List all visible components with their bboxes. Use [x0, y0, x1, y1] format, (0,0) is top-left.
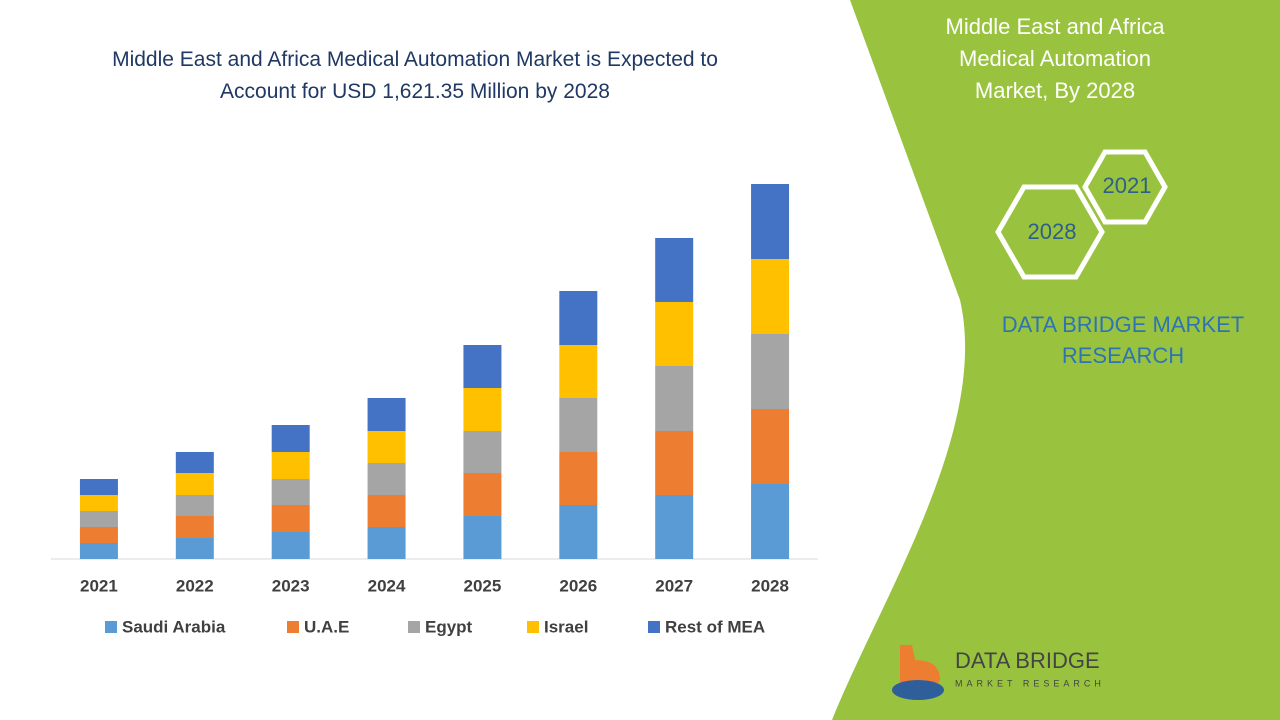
bar-segment — [463, 473, 502, 516]
legend-swatch — [408, 621, 420, 633]
legend-label: U.A.E — [304, 617, 349, 636]
bar-segment — [751, 484, 790, 559]
bar-segment — [367, 431, 406, 463]
legend-label: Egypt — [425, 617, 473, 636]
hexagon — [1082, 149, 1168, 225]
legend-swatch — [527, 621, 539, 633]
x-tick-label: 2028 — [751, 576, 789, 595]
legend-swatch — [287, 621, 299, 633]
x-tick-label: 2024 — [368, 576, 406, 595]
green-panel — [832, 0, 1280, 720]
bar-segment — [79, 479, 118, 495]
bar-segment — [175, 452, 214, 473]
bar-segment — [559, 398, 598, 452]
x-tick-label: 2026 — [559, 576, 597, 595]
bar-segment — [463, 431, 502, 473]
legend-swatch — [105, 621, 117, 633]
bar-segment — [751, 184, 790, 259]
plot: 2021 2022 2023 2024 2025 2026 2027 2028 Saudi Ar… — [51, 184, 818, 636]
x-tick-label: 2023 — [272, 576, 310, 595]
x-tick-label: 2021 — [80, 576, 118, 595]
bar-segment — [79, 527, 118, 543]
hex-year: 2028 — [1028, 219, 1077, 244]
x-tick-label: 2025 — [464, 576, 502, 595]
logo-icon — [892, 680, 944, 700]
x-tick-label: 2027 — [655, 576, 693, 595]
bar-segment — [175, 538, 214, 559]
bar-segment — [463, 388, 502, 431]
bar-segment — [655, 238, 694, 302]
legend-label: Saudi Arabia — [122, 617, 226, 636]
brand: DATA BRIDGE MARKET RESEARCH — [1002, 312, 1244, 368]
bar-segment — [271, 505, 310, 532]
bar-segment — [175, 473, 214, 495]
x-tick-label: 2022 — [176, 576, 214, 595]
logo-sub: MARKET RESEARCH — [955, 678, 1105, 688]
bar-segment — [463, 345, 502, 388]
chart-title: Middle East and Africa Medical Automatio… — [112, 48, 718, 103]
bar-segment — [559, 291, 598, 345]
bar-segment — [559, 345, 598, 398]
bar-segment — [655, 431, 694, 495]
bar-segment — [751, 409, 790, 484]
hexagon — [995, 184, 1105, 280]
panel-heading: Middle East and Africa Medical Automation… — [946, 14, 1166, 103]
bar-segment — [271, 479, 310, 505]
bar-segment — [367, 495, 406, 527]
bar-segment — [79, 495, 118, 511]
bar-segment — [271, 425, 310, 452]
bar-segment — [655, 366, 694, 431]
bar-segment — [559, 505, 598, 559]
bar-segment — [367, 527, 406, 559]
legend-swatch — [648, 621, 660, 633]
bar-segment — [271, 532, 310, 559]
bar-segment — [751, 334, 790, 409]
bar-segment — [79, 511, 118, 527]
bar-segment — [175, 495, 214, 516]
logo-name: DATA BRIDGE — [955, 648, 1100, 673]
bar-segment — [367, 463, 406, 495]
legend-label: Rest of MEA — [665, 617, 765, 636]
bar-segment — [271, 452, 310, 479]
bar-segment — [175, 516, 214, 538]
legend-label: Israel — [544, 617, 588, 636]
bar-segment — [367, 398, 406, 431]
bar-segment — [559, 452, 598, 505]
bar-segment — [79, 543, 118, 559]
bar-segment — [655, 495, 694, 559]
bar-segment — [463, 516, 502, 559]
bar-segment — [655, 302, 694, 366]
hex-year: 2021 — [1103, 173, 1152, 198]
bar-segment — [751, 259, 790, 334]
